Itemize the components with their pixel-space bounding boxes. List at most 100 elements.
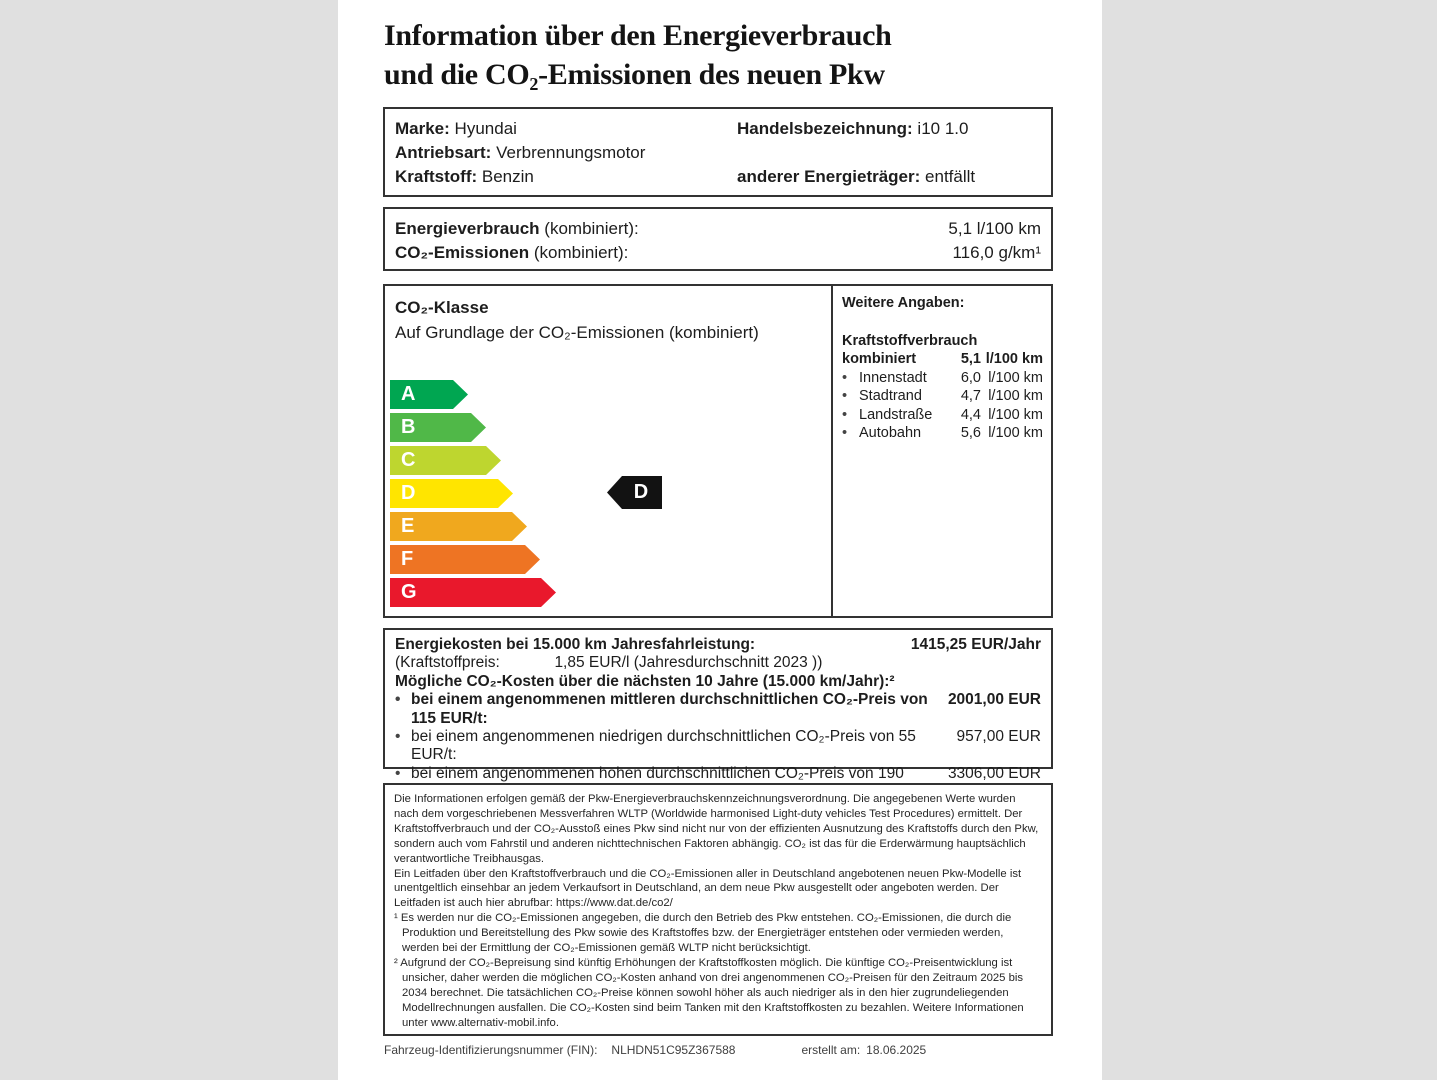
fine-print-footnote-2: ² Aufgrund der CO₂-Bepreisung sind künft… (394, 956, 1024, 1029)
co2-class-ladder: A B C D E F G (390, 380, 556, 611)
fuel-row-autobahn: • Autobahn 5,6 l/100 km (842, 424, 1043, 443)
vehicle-kraftstoff-label: Kraftstoff: (395, 167, 478, 186)
energy-consumption-row: Energieverbrauch (kombiniert): 5,1 l/100… (395, 217, 1041, 241)
fuel-stadtrand-unit: l/100 km (988, 388, 1043, 404)
energy-costs-value: 1415,25 EUR/Jahr (910, 636, 1041, 653)
bullet-icon: • (395, 691, 401, 709)
co2-costs-heading: Mögliche CO₂-Kosten über die nächsten 10… (395, 672, 895, 690)
fuel-stadtrand-label: Stadtrand (859, 388, 922, 404)
vehicle-kraftstoff-value: Benzin (481, 167, 534, 186)
co2-class-arrow-d: D (390, 479, 513, 508)
fine-print-box: Die Informationen erfolgen gemäß der Pkw… (383, 783, 1053, 1036)
co2-class-letter-e: E (401, 515, 415, 537)
co2-class-arrow-f: F (390, 545, 540, 574)
fuel-row-stadtrand: • Stadtrand 4,7 l/100 km (842, 387, 1043, 406)
co2-class-letter-d: D (401, 482, 416, 504)
co2-cost-mittel-text: bei einem angenommenen mittleren durchsc… (411, 691, 928, 727)
vehicle-handelsbezeichnung-label: Handelsbezeichnung: (737, 119, 913, 138)
bullet-icon: • (395, 728, 401, 746)
page-title-line2: und die CO₂-Emissionen des neuen Pkw (384, 58, 885, 91)
fuel-autobahn-value: 5,6 (960, 425, 981, 441)
created-date-label: erstellt am: (801, 1043, 861, 1057)
vehicle-handelsbezeichnung-value: i10 1.0 (917, 119, 969, 138)
co2-class-box: CO₂-Klasse Auf Grundlage der CO₂-Emissio… (383, 284, 1053, 618)
vehicle-anderer-value: entfällt (925, 167, 976, 186)
energy-costs-box: Energiekosten bei 15.000 km Jahresfahrle… (383, 628, 1053, 819)
fuel-innenstadt-value: 6,0 (960, 369, 981, 386)
bullet-icon: • (842, 369, 848, 386)
vehicle-anderer-energietraeger: anderer Energieträger: entfällt (737, 165, 1041, 189)
vehicle-info-box: Marke: Hyundai Handelsbezeichnung: i10 1… (383, 107, 1053, 197)
energy-costs-label: Energiekosten bei 15.000 km Jahresfahrle… (395, 636, 756, 653)
fuel-row-innenstadt: • Innenstadt 6,0 l/100 km (842, 369, 1043, 388)
fuel-combined-unit: l/100 km (985, 351, 1043, 367)
bullet-icon: • (842, 406, 848, 423)
co2-cost-niedrig-value: 957,00 EUR (956, 728, 1041, 746)
vehicle-anderer-label: anderer Energieträger: (737, 167, 921, 186)
co2-class-letter-a: A (401, 383, 416, 405)
energy-consumption-value: 5,1 l/100 km (948, 219, 1041, 238)
fuel-autobahn-unit: l/100 km (988, 425, 1043, 441)
vehicle-handelsbezeichnung: Handelsbezeichnung: i10 1.0 (737, 117, 1041, 141)
fuel-landstrasse-unit: l/100 km (988, 406, 1043, 423)
co2-emissions-row: CO₂-Emissionen (kombiniert): 116,0 g/km¹ (395, 241, 1041, 265)
co2-class-letter-b: B (401, 416, 416, 438)
fuel-price-label: (Kraftstoffpreis: (395, 654, 500, 672)
vehicle-antriebsart-value: Verbrennungsmotor (496, 143, 646, 162)
fuel-row-landstrasse: • Landstraße 4,4 l/100 km (842, 406, 1043, 425)
further-details-panel: Weitere Angaben: Kraftstoffverbrauch kom… (831, 286, 1051, 616)
fuel-price-row: (Kraftstoffpreis: 1,85 EUR/l (Jahresdurc… (395, 654, 1041, 672)
vehicle-marke: Marke: Hyundai (395, 117, 737, 141)
consumption-box: Energieverbrauch (kombiniert): 5,1 l/100… (383, 207, 1053, 271)
page-title-line1: Information über den Energieverbrauch (384, 19, 892, 52)
created-date-value: 18.06.2025 (866, 1043, 927, 1057)
co2-cost-niedrig-text: bei einem angenommenen niedrigen durchsc… (411, 728, 916, 764)
co2-class-arrow-b: B (390, 413, 486, 442)
vehicle-marke-value: Hyundai (454, 119, 517, 138)
fin-value: NLHDN51C95Z367588 (611, 1043, 736, 1057)
fuel-stadtrand-value: 4,7 (960, 388, 981, 404)
co2-cost-row-niedrig: • bei einem angenommenen niedrigen durch… (395, 728, 1041, 765)
co2-class-letter-c: C (401, 449, 416, 471)
co2-emissions-label-rest: (kombiniert): (529, 243, 629, 262)
bullet-icon: • (395, 764, 401, 782)
co2-emissions-label: CO₂-Emissionen (kombiniert): (395, 241, 628, 265)
vehicle-antriebsart-label: Antriebsart: (395, 143, 492, 162)
fine-print-paragraph-1: Die Informationen erfolgen gemäß der Pkw… (394, 793, 1039, 865)
co2-emissions-value: 116,0 g/km¹ (952, 243, 1041, 262)
vehicle-marke-label: Marke: (395, 119, 450, 138)
fuel-row-combined: kombiniert 5,1 l/100 km (842, 350, 1043, 369)
document-footer: Fahrzeug-Identifizierungsnummer (FIN): N… (384, 1043, 1054, 1058)
co2-class-arrow-a: A (390, 380, 468, 409)
fuel-combined-value: 5,1 (960, 351, 981, 367)
fin-label: Fahrzeug-Identifizierungsnummer (FIN): (384, 1043, 598, 1057)
fuel-autobahn-label: Autobahn (859, 425, 922, 441)
co2-class-arrow-c: C (390, 446, 501, 475)
fuel-landstrasse-label: Landstraße (859, 406, 933, 423)
vehicle-kraftstoff: Kraftstoff: Benzin (395, 165, 737, 189)
co2-class-chart-panel: CO₂-Klasse Auf Grundlage der CO₂-Emissio… (385, 286, 831, 616)
label-content: Information über den Energieverbrauch un… (383, 0, 1053, 1080)
co2-class-letter-f: F (401, 548, 414, 570)
vehicle-spacer (737, 141, 1041, 165)
co2-class-arrow-g: G (390, 578, 556, 607)
energy-consumption-label: Energieverbrauch (kombiniert): (395, 217, 639, 241)
fuel-combined-label: kombiniert (842, 351, 917, 367)
energy-label-page: Information über den Energieverbrauch un… (338, 0, 1102, 1080)
co2-class-letter-g: G (401, 581, 417, 603)
page-title: Information über den Energieverbrauch un… (384, 16, 892, 94)
fine-print-footnote-1: ¹ Es werden nur die CO₂-Emissionen angeg… (394, 912, 1012, 955)
further-details-heading: Weitere Angaben: (842, 295, 965, 311)
fine-print-paragraph-2: Ein Leitfaden über den Kraftstoffverbrau… (394, 867, 1022, 910)
fuel-landstrasse-value: 4,4 (960, 406, 981, 423)
energy-consumption-label-bold: Energieverbrauch (395, 219, 540, 238)
co2-rating-letter: D (633, 481, 649, 503)
co2-class-title: CO₂-Klasse (395, 298, 489, 317)
fuel-innenstadt-unit: l/100 km (988, 369, 1043, 386)
fuel-innenstadt-label: Innenstadt (859, 369, 927, 386)
co2-cost-row-mittel: • bei einem angenommenen mittleren durch… (395, 691, 1041, 728)
co2-cost-mittel-value: 2001,00 EUR (947, 691, 1041, 709)
co2-emissions-label-bold: CO₂-Emissionen (395, 243, 530, 262)
energy-costs-row: Energiekosten bei 15.000 km Jahresfahrle… (395, 636, 1041, 654)
co2-rating-marker: D (607, 476, 662, 509)
